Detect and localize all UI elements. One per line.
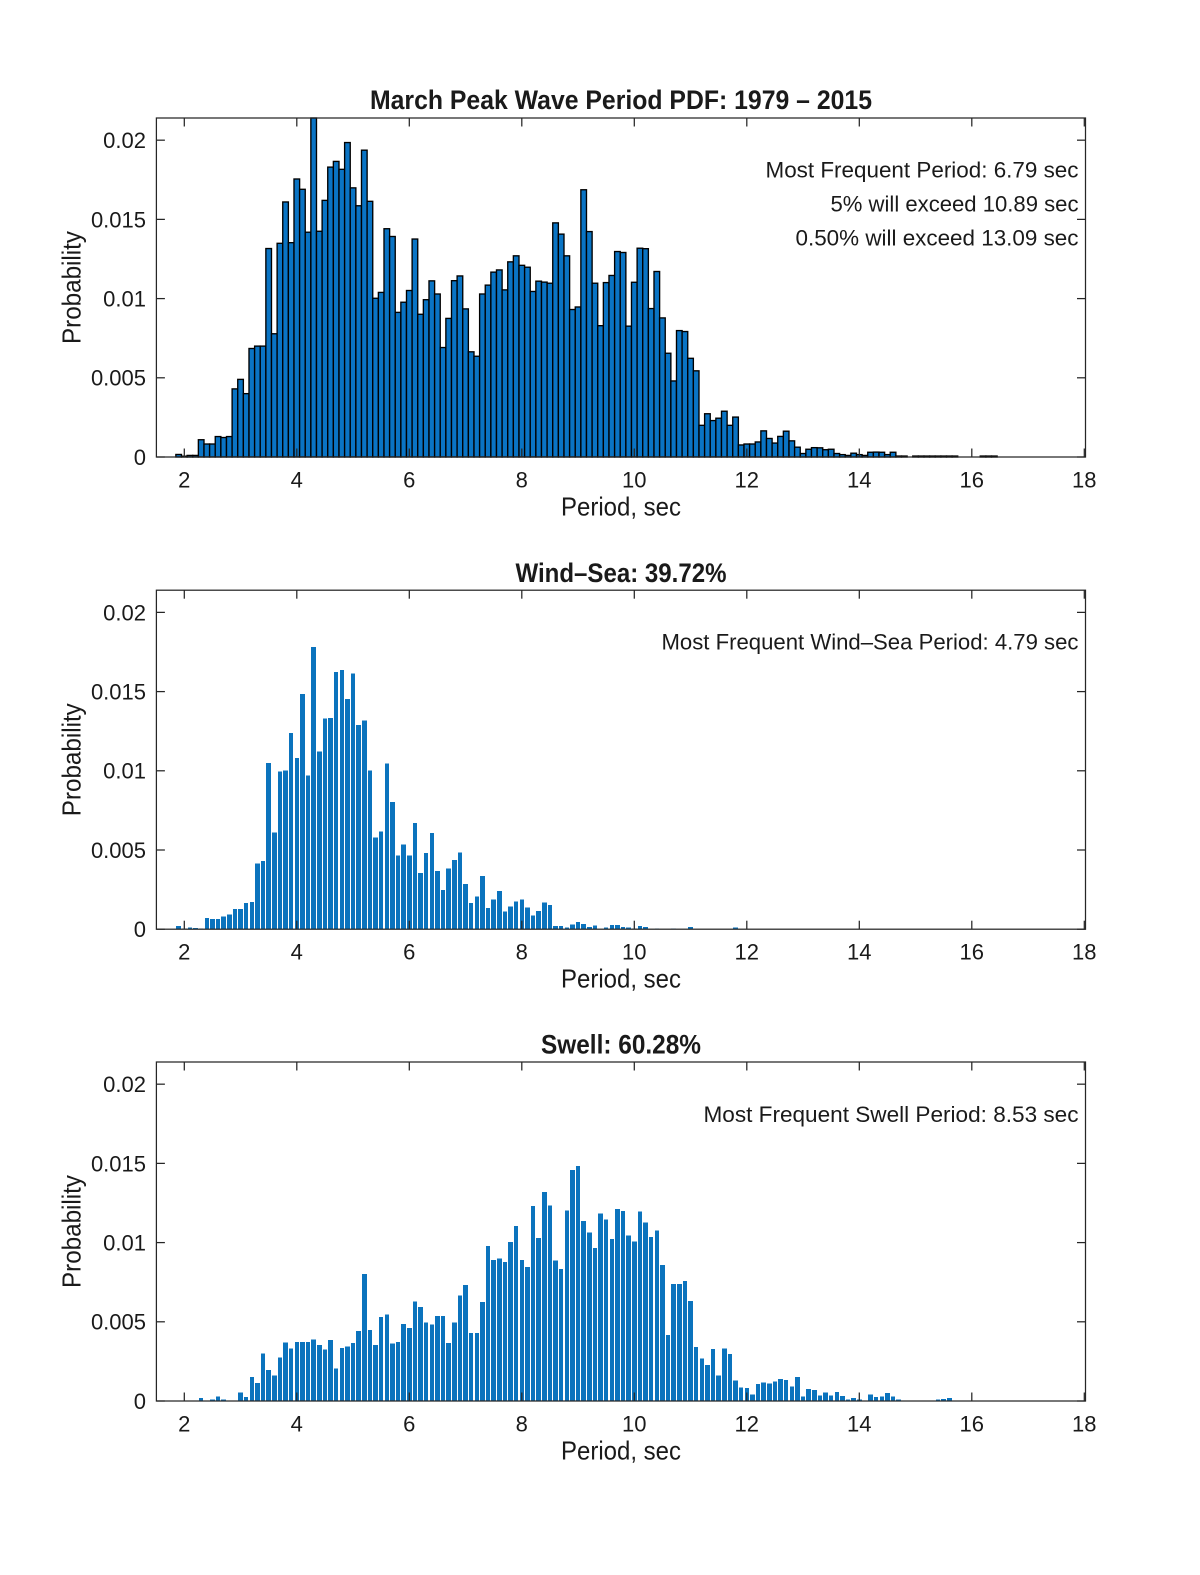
svg-text:0.02: 0.02 <box>103 1072 146 1097</box>
svg-text:0: 0 <box>134 917 146 942</box>
svg-text:Wind–Sea: 39.72%: Wind–Sea: 39.72% <box>516 558 727 588</box>
svg-text:0.50% will exceed 13.09 sec: 0.50% will exceed 13.09 sec <box>796 225 1079 250</box>
svg-text:0.01: 0.01 <box>103 1230 146 1255</box>
svg-text:6: 6 <box>403 1411 415 1436</box>
svg-text:0.005: 0.005 <box>91 838 146 863</box>
svg-text:14: 14 <box>847 467 871 492</box>
svg-text:8: 8 <box>516 940 528 965</box>
svg-text:Period, sec: Period, sec <box>561 964 681 994</box>
svg-text:Most Frequent Period: 6.79 sec: Most Frequent Period: 6.79 sec <box>766 158 1079 183</box>
svg-text:March Peak Wave Period PDF: 19: March Peak Wave Period PDF: 1979 – 2015 <box>370 85 872 115</box>
svg-text:0.01: 0.01 <box>103 286 146 311</box>
svg-text:6: 6 <box>403 467 415 492</box>
svg-text:16: 16 <box>960 1411 984 1436</box>
svg-text:Most Frequent Wind–Sea Period:: Most Frequent Wind–Sea Period: 4.79 sec <box>662 630 1079 655</box>
svg-text:0.02: 0.02 <box>103 600 146 625</box>
svg-text:6: 6 <box>403 940 415 965</box>
svg-text:10: 10 <box>622 467 646 492</box>
svg-text:0.005: 0.005 <box>91 1310 146 1335</box>
svg-text:14: 14 <box>847 940 871 965</box>
svg-text:4: 4 <box>291 467 303 492</box>
svg-text:4: 4 <box>291 940 303 965</box>
svg-text:4: 4 <box>291 1411 303 1436</box>
svg-text:18: 18 <box>1072 1411 1096 1436</box>
svg-text:Most Frequent Swell Period: 8.: Most Frequent Swell Period: 8.53 sec <box>704 1102 1079 1127</box>
svg-text:16: 16 <box>960 940 984 965</box>
svg-text:10: 10 <box>622 1411 646 1436</box>
svg-text:0.015: 0.015 <box>91 207 146 232</box>
svg-text:2: 2 <box>178 940 190 965</box>
svg-text:0: 0 <box>134 445 146 470</box>
svg-text:18: 18 <box>1072 940 1096 965</box>
svg-text:8: 8 <box>516 1411 528 1436</box>
svg-text:2: 2 <box>178 467 190 492</box>
svg-text:2: 2 <box>178 1411 190 1436</box>
svg-text:0: 0 <box>134 1389 146 1414</box>
svg-text:14: 14 <box>847 1411 871 1436</box>
svg-text:18: 18 <box>1072 467 1096 492</box>
svg-text:10: 10 <box>622 940 646 965</box>
svg-text:0.02: 0.02 <box>103 128 146 153</box>
svg-text:12: 12 <box>735 467 759 492</box>
svg-text:0.01: 0.01 <box>103 759 146 784</box>
svg-text:Period, sec: Period, sec <box>561 491 681 521</box>
svg-text:Probability: Probability <box>57 703 87 816</box>
svg-text:5% will exceed 10.89 sec: 5% will exceed 10.89 sec <box>831 192 1079 217</box>
svg-text:0.005: 0.005 <box>91 366 146 391</box>
svg-text:16: 16 <box>960 467 984 492</box>
svg-text:Swell: 60.28%: Swell: 60.28% <box>541 1030 701 1060</box>
svg-text:Probability: Probability <box>57 1175 87 1288</box>
svg-text:0.015: 0.015 <box>91 1151 146 1176</box>
svg-text:Probability: Probability <box>57 231 87 344</box>
svg-text:12: 12 <box>735 1411 759 1436</box>
svg-text:Period, sec: Period, sec <box>561 1435 681 1465</box>
svg-text:8: 8 <box>516 467 528 492</box>
svg-text:0.015: 0.015 <box>91 679 146 704</box>
svg-text:12: 12 <box>735 940 759 965</box>
